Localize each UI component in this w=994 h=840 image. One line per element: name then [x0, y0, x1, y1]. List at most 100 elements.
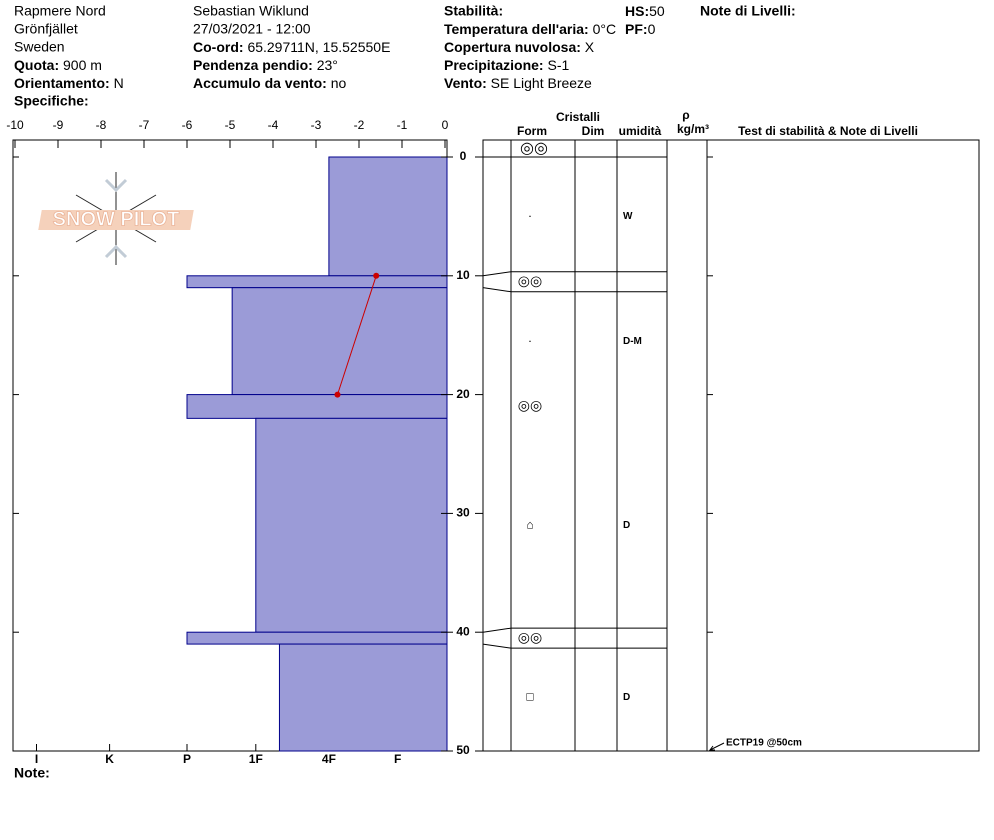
label: HS: [625, 3, 649, 19]
col-header: Test di stabilità & Note di Livelli [738, 124, 918, 138]
layer [231, 287, 448, 396]
area: Grönfjället [14, 21, 78, 37]
aspect: Orientamento: N [14, 75, 124, 91]
value: X [585, 39, 595, 55]
y-tick-label: 10 [456, 268, 470, 282]
value: 23° [317, 57, 338, 73]
col-header: Form [517, 124, 547, 138]
logo-text: SNOW PILOT [53, 208, 180, 230]
y-tick-label: 40 [456, 624, 470, 638]
col-header: Dim [582, 124, 605, 138]
row-connector [482, 287, 667, 293]
hs: HS:50 [625, 3, 665, 19]
table-frame [482, 139, 980, 752]
pf: PF:0 [625, 21, 656, 37]
hardness-label: K [105, 752, 114, 766]
label: Copertura nuvolosa: [444, 39, 581, 55]
precip: Precipitazione: S-1 [444, 57, 569, 73]
layer [255, 417, 448, 633]
stability: Stabilità: [444, 3, 503, 19]
form-symbol: □ [526, 690, 533, 704]
air-temp: Temperatura dell'aria: 0°C [444, 21, 616, 37]
hardness-label: F [394, 752, 401, 766]
label: Temperatura dell'aria: [444, 21, 589, 37]
test-label: ECTP19 @50cm [726, 738, 802, 749]
label: Co-ord: [193, 39, 244, 55]
value: 65.29711N, 15.52550E [247, 39, 390, 55]
site: Rapmere Nord [14, 3, 106, 19]
x-tick-label: -8 [96, 118, 107, 132]
row-connector [482, 271, 667, 277]
layer [186, 631, 448, 645]
hardness-label: 4F [322, 752, 336, 766]
form-symbol: ◎◎ [520, 140, 548, 157]
temperature-line [337, 275, 377, 395]
row-connector [482, 643, 667, 649]
layer-notes: Note di Livelli: [700, 3, 796, 19]
layer [328, 156, 448, 277]
col-header: kg/m³ [677, 122, 709, 136]
label: Accumulo da vento: [193, 75, 327, 91]
wind-loading: Accumulo da vento: no [193, 75, 346, 91]
hardness-label: I [35, 752, 38, 766]
y-tick-label: 0 [460, 149, 467, 163]
table-columns [510, 140, 708, 751]
x-tick-label: -5 [225, 118, 236, 132]
coords: Co-ord: 65.29711N, 15.52550E [193, 39, 390, 55]
temperature-point [373, 272, 380, 279]
value: 0 [648, 21, 656, 37]
test-arrowhead [709, 745, 715, 751]
col-header: ρ [682, 108, 689, 122]
form-symbol: · [528, 209, 532, 223]
form-symbol: ◎◎ [518, 397, 542, 413]
x-tick-label: -6 [182, 118, 193, 132]
form-symbol: ⌂ [526, 517, 533, 531]
label: Orientamento: [14, 75, 110, 91]
form-symbol: ◎◎ [518, 629, 542, 645]
x-tick-label: 0 [442, 118, 449, 132]
layer [186, 275, 448, 289]
hardness-label: 1F [249, 752, 263, 766]
wind: Vento: SE Light Breeze [444, 75, 592, 91]
x-tick-label: -3 [311, 118, 322, 132]
row-connector [482, 627, 667, 633]
x-tick-label: -9 [53, 118, 64, 132]
value: N [114, 75, 124, 91]
y-tick-label: 20 [456, 387, 470, 401]
label: Quota: [14, 57, 59, 73]
x-tick-label: -7 [139, 118, 150, 132]
label: Pendenza pendio: [193, 57, 313, 73]
x-tick-label: -2 [354, 118, 365, 132]
moisture: D [623, 692, 630, 703]
label: Vento: [444, 75, 487, 91]
x-tick-label: -4 [268, 118, 279, 132]
label: Precipitazione: [444, 57, 544, 73]
moisture: D-M [623, 336, 642, 347]
temperature-point [334, 391, 341, 398]
value: 0°C [593, 21, 617, 37]
col-header: umidità [619, 124, 662, 138]
specifics: Specifiche: [14, 93, 89, 109]
form-symbol: · [528, 333, 532, 347]
value: SE Light Breeze [491, 75, 592, 91]
layer [186, 394, 448, 419]
moisture: W [623, 211, 633, 222]
x-tick-label: -1 [397, 118, 408, 132]
country: Sweden [14, 39, 65, 55]
datetime: 27/03/2021 - 12:00 [193, 21, 311, 37]
y-tick-label: 50 [456, 743, 470, 757]
value: 50 [649, 3, 665, 19]
value: S-1 [547, 57, 569, 73]
layer [278, 643, 448, 752]
notes: Note: [14, 765, 50, 781]
value: 900 m [63, 57, 102, 73]
slope: Pendenza pendio: 23° [193, 57, 338, 73]
form-symbol: ◎◎ [518, 272, 542, 288]
col-header: Cristalli [556, 110, 600, 124]
value: no [331, 75, 347, 91]
test-arrow [709, 742, 725, 751]
observer: Sebastian Wiklund [193, 3, 309, 19]
cloud: Copertura nuvolosa: X [444, 39, 595, 55]
hardness-label: P [183, 752, 191, 766]
